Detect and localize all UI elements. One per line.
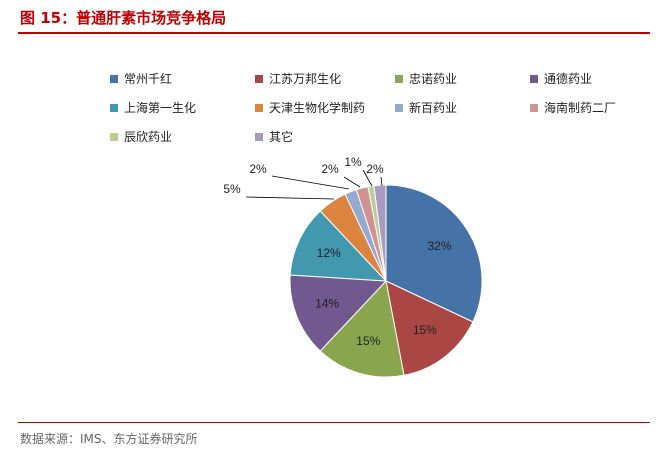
slice-label: 15%	[356, 334, 380, 348]
legend-label: 其它	[269, 130, 294, 144]
pie-slice	[373, 184, 387, 282]
legend-swatch	[395, 74, 403, 83]
legend-swatch	[110, 74, 118, 83]
legend-swatch	[110, 132, 118, 141]
legend-label: 海南制药二厂	[544, 101, 617, 115]
legend-swatch	[255, 103, 263, 112]
source-note: 数据来源：IMS、东方证券研究所	[20, 432, 198, 446]
legend-item: 上海第一生化	[110, 99, 196, 116]
legend-swatch	[255, 132, 263, 141]
legend-swatch	[530, 103, 538, 112]
title-rule	[18, 32, 650, 34]
leader-line	[362, 169, 373, 187]
slice-label: 2%	[249, 162, 267, 176]
slice-label: 2%	[366, 162, 384, 176]
legend-label: 忠诺药业	[409, 72, 458, 86]
pie-slice	[289, 274, 388, 352]
slice-label: 12%	[317, 246, 341, 260]
legend-item: 常州千红	[110, 70, 172, 87]
slice-label: 15%	[413, 323, 437, 337]
leader-line	[343, 176, 361, 188]
legend-label: 常州千红	[124, 72, 173, 86]
pie-slice	[385, 184, 483, 323]
legend-label: 辰欣药业	[124, 130, 173, 144]
legend-swatch	[530, 74, 538, 83]
legend-item: 其它	[255, 128, 293, 145]
chart-title: 图 15：普通肝素市场竞争格局	[20, 9, 227, 27]
legend-label: 天津生物化学制药	[269, 101, 366, 115]
leader-line	[245, 196, 335, 200]
slice-label: 32%	[427, 239, 451, 253]
legend-item: 新百药业	[395, 99, 457, 116]
pie-slice	[289, 210, 388, 282]
slice-label: 1%	[344, 155, 362, 169]
legend-swatch	[255, 74, 263, 83]
pie-slice	[385, 280, 474, 376]
legend-item: 江苏万邦生化	[255, 70, 341, 87]
pie-slice	[319, 279, 405, 378]
legend-label: 通德药业	[544, 72, 593, 86]
leader-line	[271, 175, 350, 190]
legend-item: 天津生物化学制药	[255, 99, 365, 116]
legend-label: 新百药业	[409, 101, 458, 115]
slice-label: 2%	[321, 162, 339, 176]
footer-rule	[18, 422, 650, 423]
slice-label: 14%	[315, 296, 339, 310]
legend-item: 辰欣药业	[110, 128, 172, 145]
legend-item: 海南制药二厂	[530, 99, 616, 116]
legend-swatch	[110, 103, 118, 112]
slice-label: 5%	[223, 182, 241, 196]
leader-line	[380, 176, 383, 187]
legend-swatch	[395, 103, 403, 112]
legend-item: 忠诺药业	[395, 70, 457, 87]
legend-label: 江苏万邦生化	[269, 72, 342, 86]
legend-label: 上海第一生化	[124, 101, 197, 115]
legend-item: 通德药业	[530, 70, 592, 87]
